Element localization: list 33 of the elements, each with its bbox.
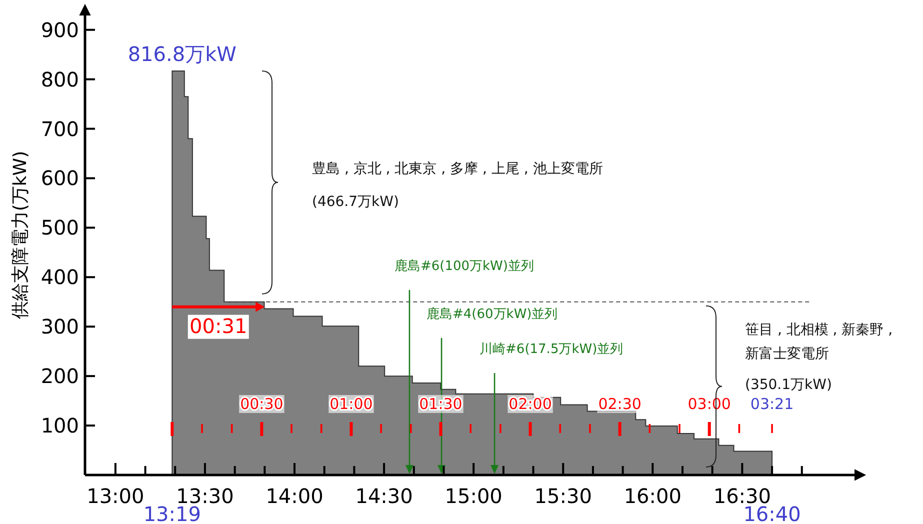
annotation: 笹目 , 北相模 , 新秦野 , 新富士変電所 — [745, 322, 893, 362]
ref-line-label: 鹿島#6(100万kW)並列 — [394, 259, 534, 274]
x-tick-label: 15:30 — [534, 484, 592, 508]
y-tick-label: 800 — [40, 67, 79, 92]
y-tick-label: 200 — [40, 364, 79, 388]
y-tick-label: 700 — [40, 116, 79, 141]
text: 16:40 — [743, 502, 801, 524]
y-tick-label: 300 — [40, 314, 79, 339]
y-tick-label: 100 — [40, 414, 79, 438]
y-tick-label: 600 — [40, 166, 79, 190]
x2-tick-label: 02:30 — [598, 395, 642, 413]
x2-tick-label: 01:30 — [419, 395, 462, 413]
ref-line-label: 鹿島#4(60万kW)並列 — [426, 307, 558, 322]
x2-tick-label: 01:00 — [330, 395, 373, 413]
y-tick-label: 900 — [40, 18, 79, 42]
y-axis-title: 供給支障電力(万kW) — [10, 150, 31, 320]
x-tick-label: 14:30 — [355, 484, 413, 508]
ref-line-label: 川崎#6(17.5万kW)並列 — [480, 342, 624, 357]
annotation: 00:31 — [190, 314, 248, 338]
x-tick-label: 16:00 — [624, 484, 682, 508]
x-tick-label: 14:00 — [266, 484, 324, 508]
annotation: (350.1万kW) — [745, 377, 832, 393]
x-tick-label: 15:00 — [444, 484, 502, 508]
x-tick-label: 13:00 — [86, 484, 144, 508]
annotation: 816.8万kW — [128, 42, 237, 66]
x2-tick-label: 03:21 — [750, 395, 794, 413]
text: 13:19 — [143, 502, 201, 524]
y-tick-label: 500 — [40, 216, 79, 240]
x2-tick-label: 02:00 — [508, 395, 552, 413]
annotation: 豊島 , 京北 , 北東京 , 多摩 , 上尾 , 池上変電所 — [312, 161, 603, 177]
x2-tick-label: 00:30 — [240, 395, 284, 413]
annotation: (466.7万kW) — [312, 194, 399, 210]
y-tick-label: 400 — [40, 265, 79, 290]
